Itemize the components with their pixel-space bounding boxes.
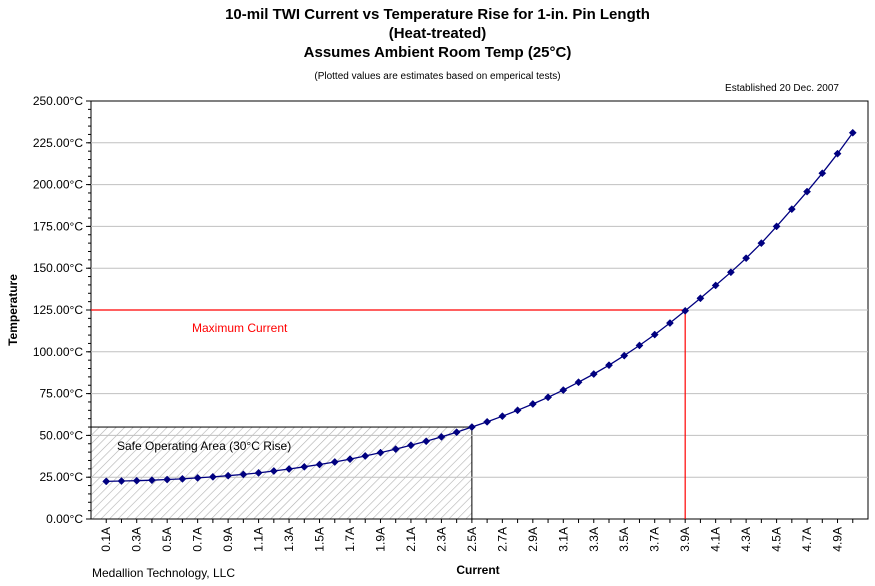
x-tick-label: 4.5A: [770, 527, 784, 552]
x-tick-label: 1.9A: [373, 527, 387, 552]
data-point: [224, 471, 233, 480]
data-point: [483, 417, 492, 426]
x-tick-label: 0.7A: [191, 527, 205, 552]
data-point: [711, 281, 720, 290]
data-point: [818, 169, 827, 178]
data-point: [544, 393, 553, 402]
company-footer: Medallion Technology, LLC: [92, 566, 235, 580]
data-point: [391, 445, 400, 454]
data-point: [513, 406, 522, 415]
data-point: [239, 470, 248, 479]
safe-area-label: Safe Operating Area (30°C Rise): [117, 439, 291, 453]
data-point: [848, 128, 857, 137]
data-point: [559, 386, 568, 395]
data-point: [528, 400, 537, 408]
established-date: Established 20 Dec. 2007: [725, 83, 839, 94]
y-axis-label: Temperature: [6, 274, 20, 346]
x-tick-label: 2.9A: [526, 527, 540, 552]
data-point: [605, 361, 613, 370]
data-point: [635, 341, 644, 350]
data-point: [589, 370, 598, 378]
data-point: [330, 458, 339, 466]
chart-title-line2: (Heat-treated): [388, 25, 487, 42]
x-tick-label: 3.3A: [587, 527, 601, 552]
x-tick-label: 0.3A: [130, 527, 144, 552]
data-point: [803, 187, 812, 196]
y-tick-label: 0.00°C: [46, 512, 83, 526]
data-point: [757, 239, 766, 248]
data-point: [422, 437, 431, 446]
y-tick-label: 100.00°C: [33, 345, 84, 359]
x-tick-label: 1.3A: [282, 527, 296, 552]
x-tick-label: 1.5A: [313, 527, 327, 552]
x-tick-label: 4.3A: [739, 527, 753, 552]
x-tick-label: 4.9A: [831, 527, 845, 552]
x-tick-label: 3.9A: [678, 527, 692, 552]
x-tick-label: 2.1A: [404, 527, 418, 552]
data-point: [787, 205, 796, 214]
x-tick-label: 2.5A: [465, 527, 479, 552]
y-tick-label: 175.00°C: [33, 219, 84, 233]
y-tick-label: 125.00°C: [33, 303, 84, 317]
x-tick-label: 1.1A: [252, 527, 266, 552]
data-point: [726, 268, 735, 277]
data-point: [452, 428, 461, 437]
y-tick-label: 150.00°C: [33, 261, 84, 275]
x-tick-label: 1.7A: [343, 527, 357, 552]
y-tick-label: 200.00°C: [33, 178, 84, 192]
x-tick-label: 4.7A: [800, 527, 814, 552]
data-point: [742, 254, 751, 263]
data-point: [269, 467, 278, 475]
data-point: [665, 319, 674, 327]
data-point: [193, 473, 202, 482]
data-point: [696, 294, 705, 303]
chart-title: 10-mil TWI Current vs Temperature Rise f…: [225, 6, 650, 23]
data-point: [147, 476, 156, 485]
data-point: [346, 455, 354, 464]
safe-operating-area: [90, 426, 473, 520]
x-tick-label: 3.5A: [617, 527, 631, 552]
data-point: [254, 468, 263, 477]
y-tick-label: 250.00°C: [33, 94, 84, 108]
x-tick-label: 0.9A: [221, 527, 235, 552]
x-tick-label: 0.5A: [160, 527, 174, 552]
data-point: [208, 472, 217, 481]
x-tick-label: 3.7A: [648, 527, 662, 552]
x-axis-label: Current: [456, 563, 499, 577]
data-point: [437, 432, 446, 441]
data-point: [132, 476, 141, 485]
data-point: [285, 465, 294, 473]
data-point: [102, 477, 111, 486]
y-tick-label: 225.00°C: [33, 136, 84, 150]
data-point: [650, 330, 659, 339]
data-point: [376, 448, 385, 457]
x-tick-label: 2.3A: [434, 527, 448, 552]
data-point: [772, 222, 781, 231]
chart-subtitle: (Plotted values are estimates based on e…: [314, 71, 561, 82]
y-tick-label: 50.00°C: [40, 428, 84, 442]
data-point: [574, 378, 583, 387]
data-point: [163, 475, 172, 484]
x-tick-label: 4.1A: [709, 527, 723, 552]
data-point: [315, 460, 324, 469]
data-point: [406, 441, 415, 450]
data-point: [681, 306, 690, 315]
data-point: [300, 462, 309, 471]
data-point: [467, 423, 476, 431]
data-point: [117, 477, 126, 485]
y-tick-label: 25.00°C: [40, 470, 84, 484]
chart-title-line3: Assumes Ambient Room Temp (25°C): [303, 44, 572, 61]
y-tick-label: 75.00°C: [40, 387, 84, 401]
x-tick-label: 3.1A: [556, 527, 570, 552]
data-point: [178, 474, 187, 483]
x-tick-label: 0.1A: [99, 527, 113, 552]
x-tick-label: 2.7A: [495, 527, 509, 552]
data-point: [833, 149, 842, 158]
data-point: [620, 351, 629, 360]
max-current-label: Maximum Current: [192, 321, 288, 335]
data-point: [498, 412, 507, 421]
data-point: [361, 452, 370, 460]
